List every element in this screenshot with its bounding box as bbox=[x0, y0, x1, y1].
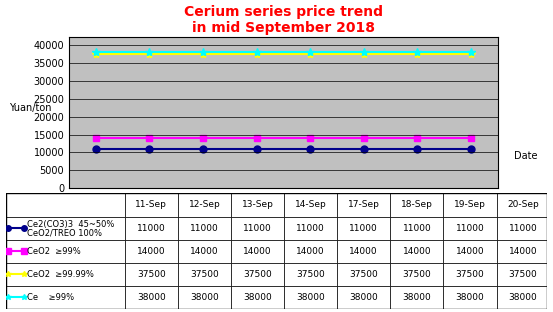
FancyBboxPatch shape bbox=[178, 193, 231, 217]
FancyBboxPatch shape bbox=[178, 286, 231, 309]
Text: 11000: 11000 bbox=[509, 224, 538, 232]
FancyBboxPatch shape bbox=[125, 217, 178, 240]
Text: 11000: 11000 bbox=[456, 224, 484, 232]
FancyBboxPatch shape bbox=[444, 286, 497, 309]
Y-axis label: Yuan/ton: Yuan/ton bbox=[9, 103, 52, 113]
FancyBboxPatch shape bbox=[6, 193, 125, 217]
FancyBboxPatch shape bbox=[178, 240, 231, 263]
FancyBboxPatch shape bbox=[390, 193, 444, 217]
Text: 12-Sep: 12-Sep bbox=[189, 201, 220, 209]
Text: 37500: 37500 bbox=[190, 270, 219, 279]
Text: 14000: 14000 bbox=[349, 247, 378, 256]
FancyBboxPatch shape bbox=[497, 240, 550, 263]
Text: 13-Sep: 13-Sep bbox=[242, 201, 274, 209]
Text: 11000: 11000 bbox=[137, 224, 166, 232]
FancyBboxPatch shape bbox=[284, 217, 337, 240]
FancyBboxPatch shape bbox=[497, 286, 550, 309]
Text: 14000: 14000 bbox=[190, 247, 219, 256]
Text: 17-Sep: 17-Sep bbox=[348, 201, 380, 209]
Text: 14000: 14000 bbox=[296, 247, 325, 256]
Text: 37500: 37500 bbox=[456, 270, 484, 279]
FancyBboxPatch shape bbox=[390, 240, 444, 263]
FancyBboxPatch shape bbox=[284, 240, 337, 263]
Text: 14000: 14000 bbox=[137, 247, 166, 256]
FancyBboxPatch shape bbox=[284, 193, 337, 217]
Text: 38000: 38000 bbox=[403, 293, 431, 302]
Text: 37500: 37500 bbox=[137, 270, 166, 279]
FancyBboxPatch shape bbox=[231, 263, 284, 286]
Text: 37500: 37500 bbox=[509, 270, 538, 279]
FancyBboxPatch shape bbox=[337, 217, 390, 240]
FancyBboxPatch shape bbox=[337, 240, 390, 263]
Text: 14000: 14000 bbox=[456, 247, 484, 256]
FancyBboxPatch shape bbox=[6, 240, 125, 263]
FancyBboxPatch shape bbox=[444, 217, 497, 240]
Text: 14-Sep: 14-Sep bbox=[295, 201, 326, 209]
FancyBboxPatch shape bbox=[337, 193, 390, 217]
FancyBboxPatch shape bbox=[125, 286, 178, 309]
Text: CeO2/TREO 100%: CeO2/TREO 100% bbox=[27, 228, 102, 237]
Text: 11000: 11000 bbox=[243, 224, 272, 232]
Text: 38000: 38000 bbox=[349, 293, 378, 302]
FancyBboxPatch shape bbox=[444, 193, 497, 217]
FancyBboxPatch shape bbox=[125, 240, 178, 263]
FancyBboxPatch shape bbox=[231, 240, 284, 263]
FancyBboxPatch shape bbox=[497, 263, 550, 286]
FancyBboxPatch shape bbox=[497, 193, 550, 217]
Text: 38000: 38000 bbox=[243, 293, 272, 302]
FancyBboxPatch shape bbox=[178, 263, 231, 286]
FancyBboxPatch shape bbox=[284, 263, 337, 286]
FancyBboxPatch shape bbox=[444, 240, 497, 263]
Text: 11-Sep: 11-Sep bbox=[135, 201, 167, 209]
Text: 38000: 38000 bbox=[509, 293, 538, 302]
FancyBboxPatch shape bbox=[337, 263, 390, 286]
Text: 38000: 38000 bbox=[137, 293, 166, 302]
FancyBboxPatch shape bbox=[284, 286, 337, 309]
Text: 11000: 11000 bbox=[349, 224, 378, 232]
FancyBboxPatch shape bbox=[390, 263, 444, 286]
FancyBboxPatch shape bbox=[231, 217, 284, 240]
FancyBboxPatch shape bbox=[231, 193, 284, 217]
Text: 14000: 14000 bbox=[509, 247, 538, 256]
Text: CeO2  ≥99%: CeO2 ≥99% bbox=[27, 247, 81, 256]
Text: 11000: 11000 bbox=[190, 224, 219, 232]
Text: 20-Sep: 20-Sep bbox=[507, 201, 539, 209]
Text: 37500: 37500 bbox=[349, 270, 378, 279]
FancyBboxPatch shape bbox=[497, 217, 550, 240]
FancyBboxPatch shape bbox=[444, 263, 497, 286]
FancyBboxPatch shape bbox=[390, 286, 444, 309]
Text: Ce2(CO3)3  45~50%: Ce2(CO3)3 45~50% bbox=[27, 220, 114, 229]
Text: 18-Sep: 18-Sep bbox=[401, 201, 433, 209]
FancyBboxPatch shape bbox=[6, 217, 125, 240]
Text: 11000: 11000 bbox=[296, 224, 325, 232]
Text: 38000: 38000 bbox=[456, 293, 484, 302]
FancyBboxPatch shape bbox=[125, 193, 178, 217]
FancyBboxPatch shape bbox=[231, 286, 284, 309]
Text: 38000: 38000 bbox=[190, 293, 219, 302]
Text: CeO2  ≥99.99%: CeO2 ≥99.99% bbox=[27, 270, 94, 279]
Text: 38000: 38000 bbox=[296, 293, 325, 302]
Text: 11000: 11000 bbox=[403, 224, 431, 232]
Text: 19-Sep: 19-Sep bbox=[454, 201, 486, 209]
FancyBboxPatch shape bbox=[337, 286, 390, 309]
FancyBboxPatch shape bbox=[390, 217, 444, 240]
FancyBboxPatch shape bbox=[125, 263, 178, 286]
FancyBboxPatch shape bbox=[178, 217, 231, 240]
Text: 14000: 14000 bbox=[403, 247, 431, 256]
Text: Ce    ≥99%: Ce ≥99% bbox=[27, 293, 74, 302]
Text: 37500: 37500 bbox=[243, 270, 272, 279]
FancyBboxPatch shape bbox=[6, 286, 125, 309]
Text: 14000: 14000 bbox=[243, 247, 272, 256]
Title: Cerium series price trend
in mid September 2018: Cerium series price trend in mid Septemb… bbox=[184, 5, 383, 35]
Text: 37500: 37500 bbox=[403, 270, 431, 279]
Text: 37500: 37500 bbox=[296, 270, 325, 279]
Text: Date: Date bbox=[514, 151, 538, 161]
FancyBboxPatch shape bbox=[6, 263, 125, 286]
